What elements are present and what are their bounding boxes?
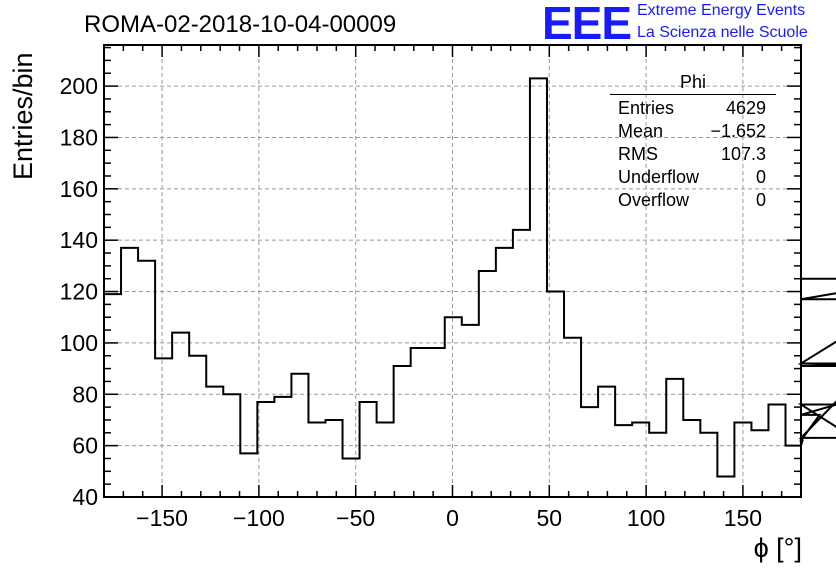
stats-row-overflow: Overflow 0	[610, 189, 776, 212]
histogram-bin	[325, 420, 342, 497]
y-tick-label: 140	[60, 227, 98, 253]
histogram-bin	[445, 317, 462, 497]
histogram-bin	[649, 433, 666, 497]
histogram-bin	[394, 366, 411, 497]
histogram-outline	[103, 77, 836, 497]
x-tick-label: 0	[446, 505, 459, 531]
y-tick-label: 180	[60, 124, 98, 150]
histogram-bin	[768, 405, 785, 497]
histogram-bin	[598, 387, 615, 497]
x-tick-label: 150	[724, 505, 762, 531]
histogram-bin	[155, 358, 172, 497]
stats-row-underflow: Underflow 0	[610, 166, 776, 189]
y-tick-label: 200	[60, 73, 98, 99]
stats-label: Underflow	[618, 167, 700, 187]
y-tick-label: 100	[60, 330, 98, 356]
histogram-bin	[343, 458, 360, 497]
histogram-bin	[666, 379, 683, 497]
histogram-bin	[717, 476, 734, 497]
histogram-bin	[462, 325, 479, 497]
histogram-bin	[411, 348, 428, 497]
histogram-bin	[274, 397, 291, 497]
stats-row-rms: RMS 107.3	[610, 143, 776, 166]
y-tick-label: 40	[72, 484, 98, 510]
plot-title: ROMA-02-2018-10-04-00009	[84, 11, 397, 38]
histogram-bin	[428, 348, 445, 497]
stats-value: 0	[755, 167, 766, 187]
stats-value: 4629	[725, 98, 766, 118]
stats-value: −1.652	[710, 121, 766, 141]
histogram-bin	[513, 230, 530, 497]
histogram-bin	[291, 374, 308, 497]
x-tick-label: −50	[336, 505, 375, 531]
logo-text-line2: La Scienza nelle Scuole	[637, 24, 808, 41]
x-tick-label: 100	[627, 505, 665, 531]
histogram-bin	[121, 248, 138, 497]
stats-label: Mean	[618, 121, 664, 141]
x-tick-label: −150	[136, 505, 188, 531]
y-tick-label: 60	[72, 433, 98, 459]
stats-value: 107.3	[720, 144, 766, 164]
histogram-bin	[547, 292, 564, 497]
histogram-bin	[189, 356, 206, 497]
histogram-bin	[564, 338, 581, 497]
y-tick-label: 120	[60, 279, 98, 305]
histogram-bin	[206, 387, 223, 497]
x-tick-label: 50	[537, 505, 563, 531]
x-tick-label: −100	[233, 505, 285, 531]
histogram-bin	[615, 425, 632, 497]
histogram-bin	[479, 271, 496, 497]
histogram-bin	[257, 402, 274, 497]
histogram-bin	[223, 394, 240, 497]
stats-row-mean: Mean −1.652	[610, 120, 776, 143]
stats-box: Phi Entries 4629 Mean −1.652 RMS 107.3 U…	[610, 72, 776, 212]
histogram-bin	[377, 423, 394, 497]
stats-row-entries: Entries 4629	[610, 97, 776, 120]
y-tick-label: 80	[72, 381, 98, 407]
histogram-bin	[700, 433, 717, 497]
histogram-bin	[360, 402, 377, 497]
histogram-bin	[683, 420, 700, 497]
histogram-bin	[496, 248, 513, 497]
histogram-bin	[138, 261, 155, 497]
stats-label: RMS	[618, 144, 658, 164]
x-axis-label: ϕ [°]	[753, 533, 802, 563]
histogram-bin	[104, 294, 121, 497]
eee-logo: EEE	[542, 0, 632, 49]
y-axis-label: Entries/bin	[8, 52, 38, 180]
histogram-bin	[751, 430, 768, 497]
y-tick-label: 160	[60, 176, 98, 202]
stats-value: 0	[755, 190, 766, 210]
stats-title: Phi	[610, 72, 776, 95]
histogram-bin	[240, 453, 257, 497]
logo-text-line1: Extreme Energy Events	[637, 2, 806, 19]
stats-label: Overflow	[618, 190, 690, 210]
stats-label: Entries	[618, 98, 675, 118]
histogram-bin	[530, 78, 547, 497]
histogram-bin	[172, 333, 189, 497]
histogram-bin	[581, 407, 598, 497]
histogram-bin	[308, 423, 325, 497]
